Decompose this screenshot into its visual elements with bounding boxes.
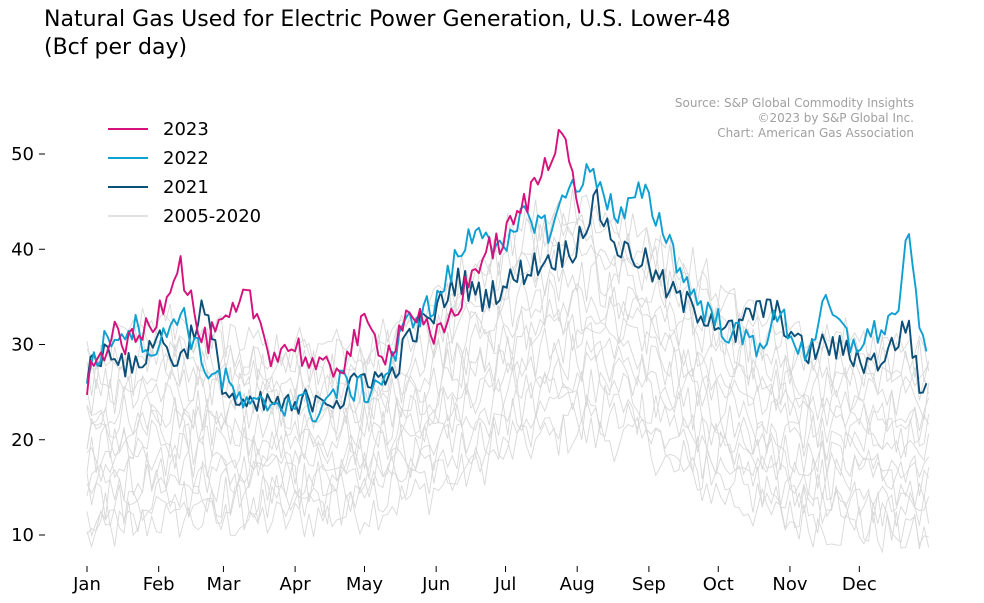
y-axis: 10 20 30 40 50: [11, 144, 45, 546]
history-line-2006: [86, 393, 929, 547]
history-line-2011: [86, 320, 930, 482]
history-line-2010: [86, 334, 930, 497]
x-tick-label: Sep: [632, 574, 666, 595]
history-line-2020: [86, 188, 930, 372]
series-line-2022: [86, 163, 928, 423]
legend-label-2005-2020: 2005-2020: [163, 206, 261, 227]
x-tick-label: Mar: [206, 574, 241, 595]
y-tick-label: 20: [11, 430, 34, 451]
y-tick-label: 50: [11, 144, 34, 165]
history-line-2017: [86, 225, 930, 415]
x-tick-label: Aug: [560, 574, 595, 595]
source-note: Source: S&P Global Commodity Insights ©2…: [675, 96, 914, 141]
history-line-2007: [86, 382, 930, 535]
source-line: Source: S&P Global Commodity Insights: [674, 96, 914, 110]
y-tick-label: 10: [11, 525, 34, 546]
legend: 2023 2022 2021 2005-2020: [108, 119, 261, 227]
history-line-2019: [86, 209, 930, 390]
x-axis: Jan Feb Mar Apr May Jun Jul Aug Sep Oct Nov Dec: [72, 566, 877, 595]
history-line-2014: [86, 278, 930, 449]
x-tick-label: Jul: [494, 574, 517, 595]
x-tick-label: Nov: [772, 574, 807, 595]
x-tick-label: Oct: [703, 574, 734, 595]
history-line-2009: [86, 351, 930, 507]
chart-credit-line: Chart: American Gas Association: [717, 126, 914, 140]
y-tick-label: 40: [11, 239, 34, 260]
history-line-2008: [86, 369, 930, 520]
history-lines-2005-2020: [86, 188, 930, 554]
history-line-2016: [86, 240, 930, 425]
copyright-line: ©2023 by S&P Global Inc.: [757, 111, 914, 125]
x-tick-label: May: [346, 574, 384, 595]
history-line-2013: [86, 287, 930, 458]
x-tick-label: Apr: [280, 574, 312, 595]
chart-title: Natural Gas Used for Electric Power Gene…: [44, 7, 731, 60]
legend-label-2021: 2021: [163, 177, 209, 198]
main-series-lines: [86, 128, 928, 423]
x-tick-label: Dec: [842, 574, 877, 595]
legend-label-2022: 2022: [163, 148, 209, 169]
history-line-2005: [86, 413, 930, 554]
x-tick-label: Jan: [72, 574, 101, 595]
series-line-2023: [86, 128, 581, 395]
y-tick-label: 30: [11, 335, 34, 356]
x-tick-label: Jun: [421, 574, 450, 595]
legend-label-2023: 2023: [163, 119, 209, 140]
x-tick-label: Feb: [143, 574, 175, 595]
